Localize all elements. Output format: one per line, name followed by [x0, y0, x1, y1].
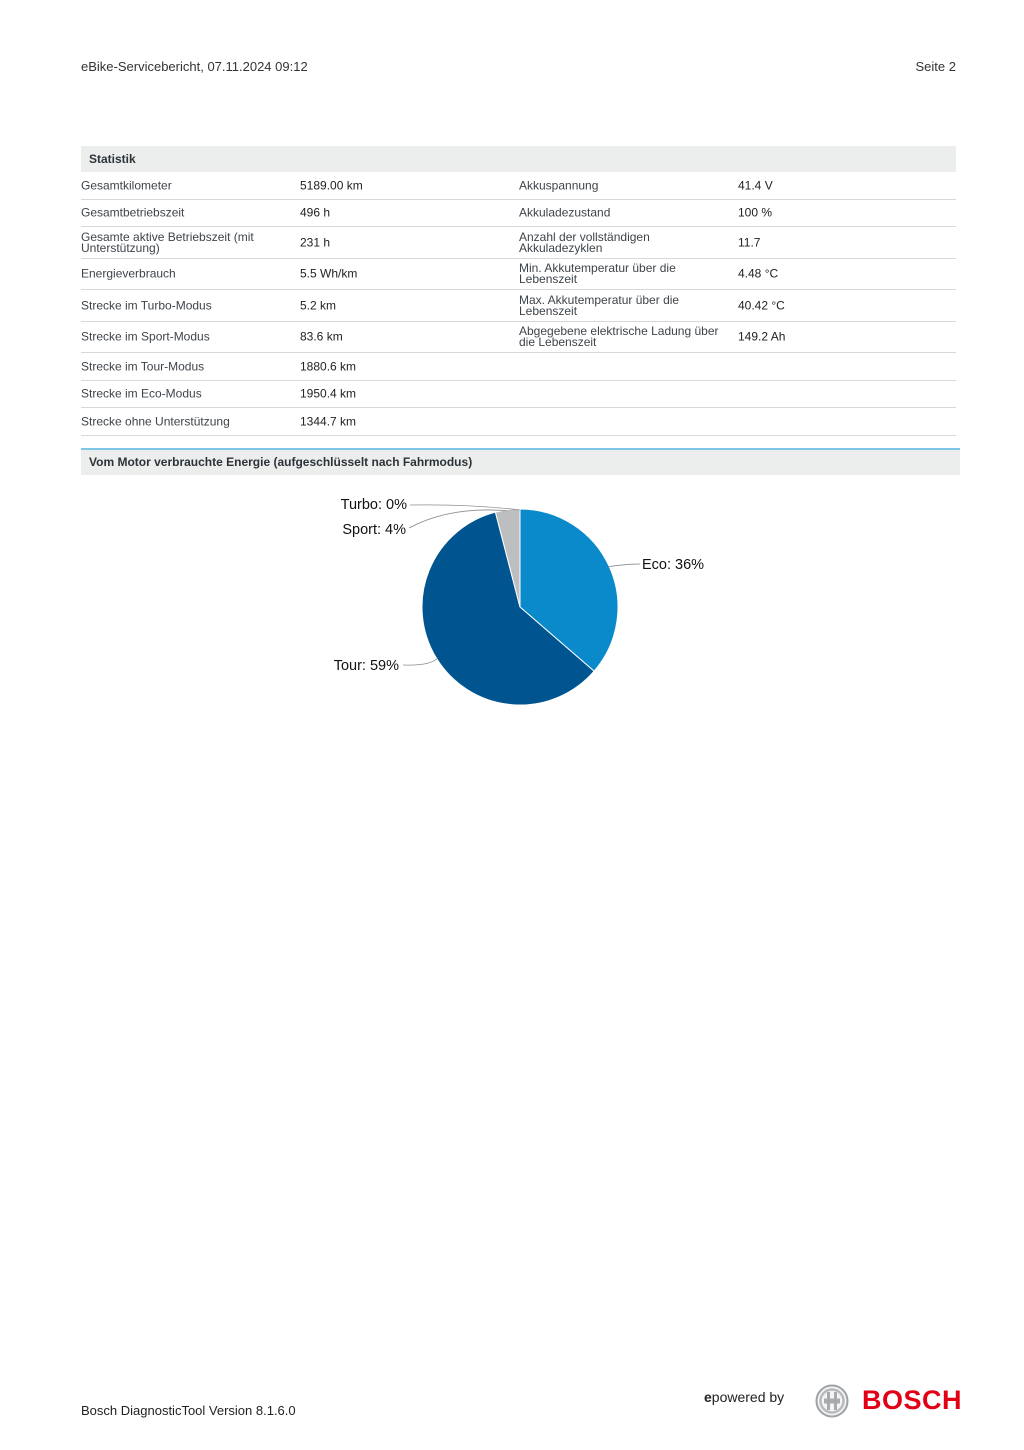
pie-label-sport: Sport: 4%: [342, 522, 406, 538]
stat-label-left: Gesamte aktive Betriebszeit (mit Unterst…: [81, 229, 254, 255]
stat-label-right: Min. Akkutemperatur über die Lebenszeit: [519, 261, 676, 286]
pie-leader-eco: [608, 563, 641, 568]
stat-value-left: 231 h: [300, 235, 331, 249]
stat-row: Strecke im Sport-Modus 83.6 km Abgegebene …: [81, 322, 956, 353]
pie-slice-sport: [494, 508, 521, 608]
stat-value-right: 11.7: [738, 235, 761, 249]
stat-value-right: 100 %: [738, 205, 773, 220]
stat-label-left: Gesamtkilometer: [81, 178, 172, 192]
stat-value-left: 1344.7 km: [300, 414, 357, 428]
stat-label-right: Anzahl der vollständigen Akkuladezyklen: [519, 229, 650, 255]
energy-heading: Vom Motor verbrauchte Energie (aufgeschl…: [81, 448, 960, 475]
stat-label-left: Strecke im Eco-Modus: [81, 386, 202, 401]
report-title: eBike-Servicebericht, 07.11.2024 09:12: [81, 59, 308, 74]
stat-label-right: Abgegebene elektrische Ladung über die L…: [519, 324, 719, 349]
stat-label-left: Gesamtbetriebszeit: [81, 205, 185, 220]
statistik-table: Gesamtkilometer 5189.00 km Akkuspannung 41.…: [81, 172, 956, 436]
stat-label-right: Max. Akkutemperatur über die Lebenszeit: [519, 292, 680, 318]
stat-value-right: 4.48 °C: [738, 266, 779, 281]
stat-value-left: 83.6 km: [300, 329, 343, 344]
stat-label-left: Strecke ohne Unterstützung: [81, 414, 230, 428]
stat-value-left: 1880.6 km: [300, 359, 357, 373]
stat-row: Strecke ohne Unterstützung 1344.7 km: [81, 408, 956, 436]
pie-label-tour: Tour: 59%: [334, 658, 399, 674]
stat-value-left: 496 h: [300, 205, 331, 220]
pie-leader-tour: [402, 657, 438, 666]
stat-label-left: Strecke im Sport-Modus: [81, 329, 210, 344]
stat-row: Gesamtbetriebszeit 496 h Akkuladezustand 10…: [81, 200, 956, 227]
stat-row: Strecke im Tour-Modus 1880.6 km: [81, 353, 956, 381]
energy-pie-chart: Eco: 36% Tour: 59% Sport: 4% Turbo: 0%: [334, 497, 704, 706]
stat-row: Energieverbrauch 5.5 Wh/km Min. Akkutemper…: [81, 259, 956, 290]
stat-label-left: Energieverbrauch: [81, 266, 176, 281]
stat-label-right: Akkuspannung: [519, 178, 599, 192]
pie-label-eco: Eco: 36%: [642, 557, 704, 573]
stat-label-left: Strecke im Turbo-Modus: [81, 298, 212, 312]
stat-row: Gesamtkilometer 5189.00 km Akkuspannung 41.…: [81, 172, 956, 200]
bosch-wordmark: BOSCH: [862, 1385, 963, 1415]
stat-label-left: Strecke im Tour-Modus: [81, 359, 205, 373]
stat-value-left: 1950.4 km: [300, 386, 357, 401]
stat-row: Strecke im Turbo-Modus 5.2 km Max. Akkutem…: [81, 290, 956, 322]
stat-value-right: 41.4 V: [738, 178, 773, 192]
stat-value-left: 5.5 Wh/km: [300, 266, 358, 281]
stat-label-right: Akkuladezustand: [519, 205, 611, 220]
epowered-by-text: epowered by: [704, 1389, 785, 1405]
stat-value-left: 5189.00 km: [300, 178, 363, 192]
bosch-armature-logo-icon: [815, 1384, 849, 1418]
tool-version: Bosch DiagnosticTool Version 8.1.6.0: [81, 1403, 296, 1418]
stat-row: Gesamte aktive Betriebszeit (mit Unterst…: [81, 227, 956, 259]
stat-value-right: 40.42 °C: [738, 298, 785, 312]
stat-row: Strecke im Eco-Modus 1950.4 km: [81, 381, 956, 408]
pie-leader-sport: [408, 509, 508, 529]
pie-leader-turbo: [409, 504, 521, 511]
page-number: Seite 2: [915, 59, 956, 74]
pie-label-turbo: Turbo: 0%: [341, 497, 407, 513]
statistik-heading: Statistik: [81, 146, 956, 172]
stat-value-right: 149.2 Ah: [738, 329, 786, 344]
stat-value-left: 5.2 km: [300, 298, 337, 312]
